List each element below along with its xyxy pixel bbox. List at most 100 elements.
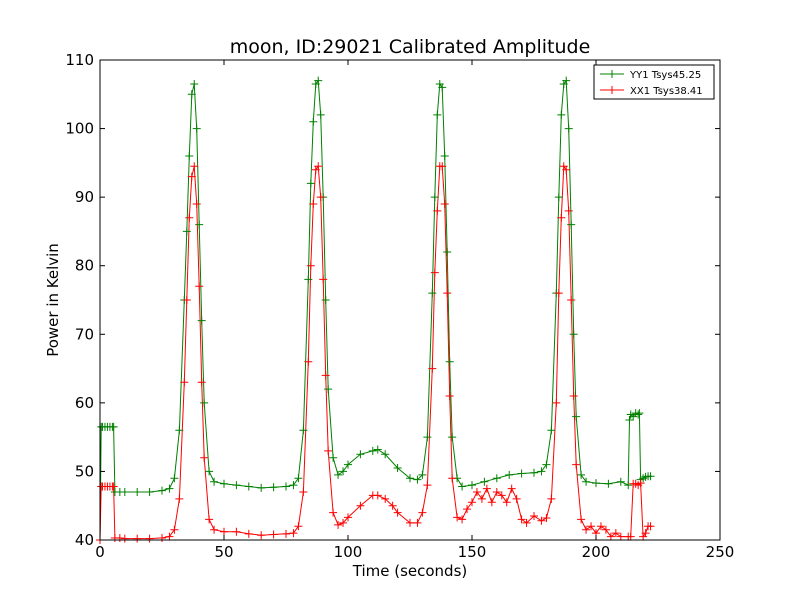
data-point-yy1 (458, 482, 467, 491)
data-point-yy1 (232, 481, 241, 490)
data-point-xx1 (294, 522, 303, 531)
plot-frame (99, 59, 721, 541)
data-point-xx1 (587, 522, 596, 531)
data-point-xx1 (381, 494, 390, 503)
data-point-xx1 (507, 484, 516, 493)
data-point-yy1 (190, 80, 199, 88)
data-point-yy1 (344, 460, 352, 469)
data-point-xx1 (314, 162, 323, 171)
data-point-yy1 (634, 410, 643, 419)
data-point-xx1 (316, 193, 325, 202)
x-tick-label: 100 (334, 543, 363, 561)
data-point-xx1 (373, 491, 382, 500)
data-point-yy1 (304, 275, 313, 284)
data-point-yy1 (120, 488, 129, 496)
data-point-yy1 (562, 76, 571, 85)
data-point-xx1 (187, 172, 196, 181)
data-point-xx1 (304, 357, 313, 366)
data-point-yy1 (324, 385, 333, 394)
data-point-yy1 (282, 482, 290, 491)
data-point-xx1 (596, 522, 605, 531)
data-point-xx1 (537, 516, 546, 525)
data-point-xx1 (324, 446, 333, 455)
data-point-xx1 (552, 398, 561, 407)
data-point-xx1 (334, 520, 343, 529)
data-point-yy1 (309, 117, 318, 126)
data-point-xx1 (120, 534, 129, 543)
data-point-xx1 (448, 474, 457, 483)
data-point-xx1 (611, 529, 620, 538)
data-point-xx1 (356, 501, 365, 510)
data-point-yy1 (448, 433, 457, 442)
data-point-xx1 (109, 482, 118, 491)
data-point-yy1 (299, 426, 308, 435)
data-point-yy1 (468, 481, 476, 490)
data-point-yy1 (569, 330, 578, 339)
data-point-xx1 (487, 498, 496, 507)
data-point-yy1 (182, 227, 191, 236)
x-axis-ticks: 0 50 100 150 200 250 (95, 60, 734, 561)
data-point-xx1 (133, 534, 142, 543)
data-point-yy1 (445, 357, 454, 366)
data-point-xx1 (458, 515, 467, 524)
y-tick-label: 110 (65, 51, 94, 69)
data-point-yy1 (185, 152, 194, 160)
data-point-xx1 (205, 515, 214, 524)
data-point-xx1 (175, 494, 184, 503)
data-point-xx1 (423, 481, 432, 490)
data-point-xx1 (257, 531, 266, 540)
data-point-yy1 (557, 110, 566, 119)
data-point-xx1 (309, 200, 318, 208)
x-tick-label: 50 (214, 543, 233, 561)
x-tick-label: 150 (458, 543, 487, 561)
data-point-xx1 (601, 525, 610, 534)
data-point-xx1 (512, 494, 521, 503)
y-tick-label: 90 (75, 188, 94, 206)
data-point-yy1 (393, 464, 402, 472)
data-point-yy1 (316, 110, 325, 119)
data-point-xx1 (430, 268, 439, 277)
data-point-yy1 (505, 470, 514, 479)
data-point-yy1 (200, 398, 209, 407)
data-point-xx1 (497, 491, 506, 500)
data-point-yy1 (592, 479, 600, 488)
data-point-xx1 (572, 460, 581, 469)
data-point-yy1 (306, 179, 315, 188)
data-point-xx1 (557, 213, 566, 222)
data-point-xx1 (445, 392, 454, 400)
data-point-xx1 (582, 525, 591, 534)
data-point-xx1 (190, 162, 199, 171)
data-point-yy1 (210, 477, 219, 486)
y-axis-ticks: 40 50 60 70 80 90 100 110 (65, 51, 720, 549)
data-point-yy1 (542, 460, 551, 469)
data-point-yy1 (373, 445, 382, 454)
y-tick-label: 80 (75, 257, 94, 275)
data-point-yy1 (492, 474, 501, 483)
data-point-xx1 (492, 488, 501, 496)
data-point-yy1 (329, 453, 338, 462)
data-point-yy1 (175, 426, 184, 435)
data-point-yy1 (582, 477, 591, 486)
data-point-yy1 (428, 289, 437, 298)
data-point-yy1 (438, 83, 447, 92)
data-point-xx1 (641, 529, 650, 538)
legend: YY1 Tsys45.25 XX1 Tsys38.41 (593, 64, 715, 100)
data-point-xx1 (564, 206, 573, 215)
data-point-yy1 (635, 409, 644, 418)
y-tick-label: 70 (75, 325, 94, 343)
data-point-xx1 (319, 275, 328, 284)
data-point-yy1 (339, 467, 348, 476)
data-point-yy1 (423, 433, 432, 442)
data-point-xx1 (443, 289, 452, 298)
data-point-xx1 (388, 501, 397, 510)
series-line-xx1 (99, 164, 651, 541)
data-point-yy1 (440, 152, 449, 160)
data-point-yy1 (517, 469, 526, 478)
data-point-yy1 (368, 446, 377, 455)
data-point-yy1 (625, 416, 634, 424)
data-point-yy1 (554, 193, 563, 202)
legend-marker-yy1 (608, 70, 616, 78)
data-point-xx1 (220, 527, 228, 536)
data-point-xx1 (344, 513, 352, 522)
